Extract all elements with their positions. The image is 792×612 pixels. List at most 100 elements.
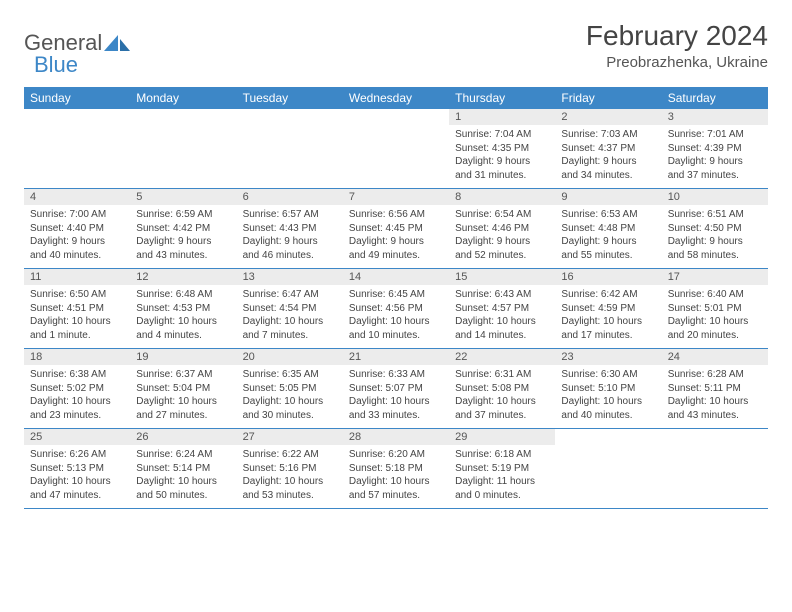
sunset-text: Sunset: 4:54 PM (243, 302, 337, 316)
sunset-text: Sunset: 5:05 PM (243, 382, 337, 396)
day-number (343, 109, 449, 125)
day-number: 18 (24, 349, 130, 365)
sunset-text: Sunset: 5:04 PM (136, 382, 230, 396)
sunset-text: Sunset: 4:42 PM (136, 222, 230, 236)
day-cell: 9Sunrise: 6:53 AMSunset: 4:48 PMDaylight… (555, 189, 661, 269)
daylight-text: Daylight: 11 hours and 0 minutes. (455, 475, 549, 502)
sunrise-text: Sunrise: 6:33 AM (349, 368, 443, 382)
sunset-text: Sunset: 4:50 PM (668, 222, 762, 236)
day-number: 15 (449, 269, 555, 285)
daylight-text: Daylight: 10 hours and 20 minutes. (668, 315, 762, 342)
day-number: 11 (24, 269, 130, 285)
day-content: Sunrise: 6:37 AMSunset: 5:04 PMDaylight:… (130, 365, 236, 428)
sunrise-text: Sunrise: 6:50 AM (30, 288, 124, 302)
day-cell (555, 429, 661, 509)
day-number: 26 (130, 429, 236, 445)
calendar-body: 1Sunrise: 7:04 AMSunset: 4:35 PMDaylight… (24, 109, 768, 509)
weekday-header: Wednesday (343, 87, 449, 109)
sunset-text: Sunset: 5:02 PM (30, 382, 124, 396)
day-content: Sunrise: 6:18 AMSunset: 5:19 PMDaylight:… (449, 445, 555, 508)
sunset-text: Sunset: 4:46 PM (455, 222, 549, 236)
day-cell (343, 109, 449, 189)
sunrise-text: Sunrise: 6:22 AM (243, 448, 337, 462)
day-cell: 13Sunrise: 6:47 AMSunset: 4:54 PMDayligh… (237, 269, 343, 349)
sunrise-text: Sunrise: 6:59 AM (136, 208, 230, 222)
daylight-text: Daylight: 10 hours and 14 minutes. (455, 315, 549, 342)
daylight-text: Daylight: 10 hours and 1 minute. (30, 315, 124, 342)
day-number: 9 (555, 189, 661, 205)
day-number: 6 (237, 189, 343, 205)
day-number (555, 429, 661, 445)
daylight-text: Daylight: 10 hours and 27 minutes. (136, 395, 230, 422)
day-number: 28 (343, 429, 449, 445)
sunset-text: Sunset: 5:08 PM (455, 382, 549, 396)
day-content: Sunrise: 6:45 AMSunset: 4:56 PMDaylight:… (343, 285, 449, 348)
day-content: Sunrise: 7:01 AMSunset: 4:39 PMDaylight:… (662, 125, 768, 188)
daylight-text: Daylight: 9 hours and 40 minutes. (30, 235, 124, 262)
weekday-header: Saturday (662, 87, 768, 109)
day-cell: 2Sunrise: 7:03 AMSunset: 4:37 PMDaylight… (555, 109, 661, 189)
day-cell: 8Sunrise: 6:54 AMSunset: 4:46 PMDaylight… (449, 189, 555, 269)
day-cell: 25Sunrise: 6:26 AMSunset: 5:13 PMDayligh… (24, 429, 130, 509)
day-number (237, 109, 343, 125)
weekday-header: Sunday (24, 87, 130, 109)
day-cell: 19Sunrise: 6:37 AMSunset: 5:04 PMDayligh… (130, 349, 236, 429)
day-content: Sunrise: 6:42 AMSunset: 4:59 PMDaylight:… (555, 285, 661, 348)
day-cell: 24Sunrise: 6:28 AMSunset: 5:11 PMDayligh… (662, 349, 768, 429)
day-cell: 4Sunrise: 7:00 AMSunset: 4:40 PMDaylight… (24, 189, 130, 269)
sunset-text: Sunset: 5:19 PM (455, 462, 549, 476)
day-cell: 16Sunrise: 6:42 AMSunset: 4:59 PMDayligh… (555, 269, 661, 349)
daylight-text: Daylight: 10 hours and 57 minutes. (349, 475, 443, 502)
location: Preobrazhenka, Ukraine (586, 54, 768, 71)
day-number: 8 (449, 189, 555, 205)
day-cell: 29Sunrise: 6:18 AMSunset: 5:19 PMDayligh… (449, 429, 555, 509)
day-content (237, 125, 343, 185)
weekday-header: Friday (555, 87, 661, 109)
day-content (343, 125, 449, 185)
sunset-text: Sunset: 5:13 PM (30, 462, 124, 476)
day-cell: 27Sunrise: 6:22 AMSunset: 5:16 PMDayligh… (237, 429, 343, 509)
day-cell (24, 109, 130, 189)
day-number: 10 (662, 189, 768, 205)
sunset-text: Sunset: 5:01 PM (668, 302, 762, 316)
day-cell: 21Sunrise: 6:33 AMSunset: 5:07 PMDayligh… (343, 349, 449, 429)
day-cell: 5Sunrise: 6:59 AMSunset: 4:42 PMDaylight… (130, 189, 236, 269)
daylight-text: Daylight: 10 hours and 40 minutes. (561, 395, 655, 422)
daylight-text: Daylight: 10 hours and 47 minutes. (30, 475, 124, 502)
sunrise-text: Sunrise: 6:43 AM (455, 288, 549, 302)
day-cell: 20Sunrise: 6:35 AMSunset: 5:05 PMDayligh… (237, 349, 343, 429)
logo-sail-icon (104, 33, 132, 53)
sunset-text: Sunset: 4:45 PM (349, 222, 443, 236)
table-row: 11Sunrise: 6:50 AMSunset: 4:51 PMDayligh… (24, 269, 768, 349)
sunset-text: Sunset: 4:43 PM (243, 222, 337, 236)
sunset-text: Sunset: 5:16 PM (243, 462, 337, 476)
sunset-text: Sunset: 5:18 PM (349, 462, 443, 476)
sunrise-text: Sunrise: 6:56 AM (349, 208, 443, 222)
sunset-text: Sunset: 4:59 PM (561, 302, 655, 316)
day-content: Sunrise: 6:59 AMSunset: 4:42 PMDaylight:… (130, 205, 236, 268)
day-number: 21 (343, 349, 449, 365)
day-number (130, 109, 236, 125)
day-content: Sunrise: 6:35 AMSunset: 5:05 PMDaylight:… (237, 365, 343, 428)
daylight-text: Daylight: 9 hours and 43 minutes. (136, 235, 230, 262)
daylight-text: Daylight: 10 hours and 53 minutes. (243, 475, 337, 502)
sunrise-text: Sunrise: 6:28 AM (668, 368, 762, 382)
daylight-text: Daylight: 9 hours and 37 minutes. (668, 155, 762, 182)
day-number: 29 (449, 429, 555, 445)
day-content: Sunrise: 6:22 AMSunset: 5:16 PMDaylight:… (237, 445, 343, 508)
day-number: 4 (24, 189, 130, 205)
table-row: 25Sunrise: 6:26 AMSunset: 5:13 PMDayligh… (24, 429, 768, 509)
day-number: 16 (555, 269, 661, 285)
daylight-text: Daylight: 9 hours and 49 minutes. (349, 235, 443, 262)
sunrise-text: Sunrise: 7:03 AM (561, 128, 655, 142)
sunset-text: Sunset: 5:10 PM (561, 382, 655, 396)
day-cell: 26Sunrise: 6:24 AMSunset: 5:14 PMDayligh… (130, 429, 236, 509)
day-cell: 23Sunrise: 6:30 AMSunset: 5:10 PMDayligh… (555, 349, 661, 429)
day-cell: 17Sunrise: 6:40 AMSunset: 5:01 PMDayligh… (662, 269, 768, 349)
day-content: Sunrise: 6:40 AMSunset: 5:01 PMDaylight:… (662, 285, 768, 348)
day-number: 1 (449, 109, 555, 125)
day-cell: 11Sunrise: 6:50 AMSunset: 4:51 PMDayligh… (24, 269, 130, 349)
day-number: 2 (555, 109, 661, 125)
day-content (24, 125, 130, 185)
daylight-text: Daylight: 9 hours and 52 minutes. (455, 235, 549, 262)
